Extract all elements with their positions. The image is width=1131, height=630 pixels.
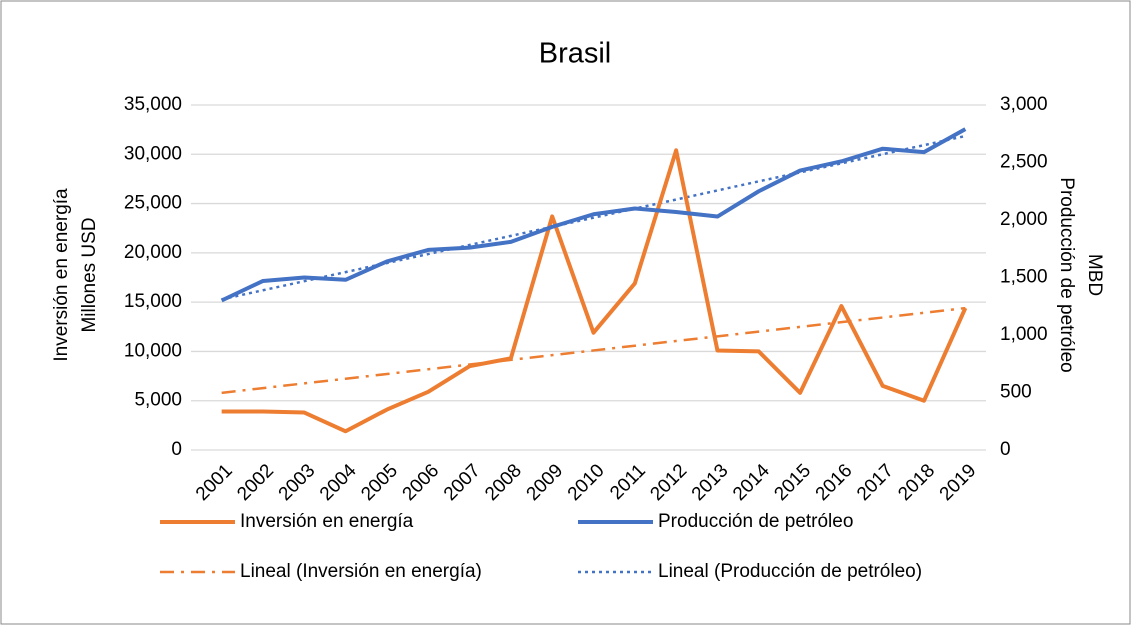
series-line xyxy=(221,148,968,434)
y-tick-label: 25,000 xyxy=(124,193,182,214)
y-tick-label: 35,000 xyxy=(124,94,182,115)
y-axis-label: Millones USD xyxy=(79,217,100,332)
y-tick-label: 5,000 xyxy=(134,390,182,411)
y-tick-label: 30,000 xyxy=(124,143,182,164)
y2-tick-label: 500 xyxy=(1000,382,1032,403)
y-tick-label: 10,000 xyxy=(124,340,182,361)
y2-tick-label: 1,000 xyxy=(1000,324,1048,345)
y-axis-label: Inversión en energía xyxy=(51,188,72,362)
y-tick-label: 0 xyxy=(171,439,182,460)
y-tick-label: 20,000 xyxy=(124,242,182,263)
series-line xyxy=(220,127,967,303)
y2-axis-label: Producción de petróleo xyxy=(1056,177,1077,372)
y2-tick-label: 2,500 xyxy=(1000,152,1048,173)
series-line xyxy=(221,134,966,301)
legend-label: Lineal (Producción de petróleo) xyxy=(658,561,922,582)
y-tick-label: 15,000 xyxy=(124,291,182,312)
y2-axis-label: MBD xyxy=(1084,254,1105,296)
y2-tick-label: 2,000 xyxy=(1000,209,1048,230)
y2-tick-label: 3,000 xyxy=(1000,94,1048,115)
legend-label: Lineal (Inversión en energía) xyxy=(240,561,482,582)
legend-label: Producción de petróleo xyxy=(658,511,853,532)
legend-label: Inversión en energía xyxy=(240,511,414,532)
chart-title: Brasil xyxy=(539,38,612,70)
y2-tick-label: 0 xyxy=(1000,439,1011,460)
series-line xyxy=(221,306,966,395)
y2-tick-label: 1,500 xyxy=(1000,267,1048,288)
